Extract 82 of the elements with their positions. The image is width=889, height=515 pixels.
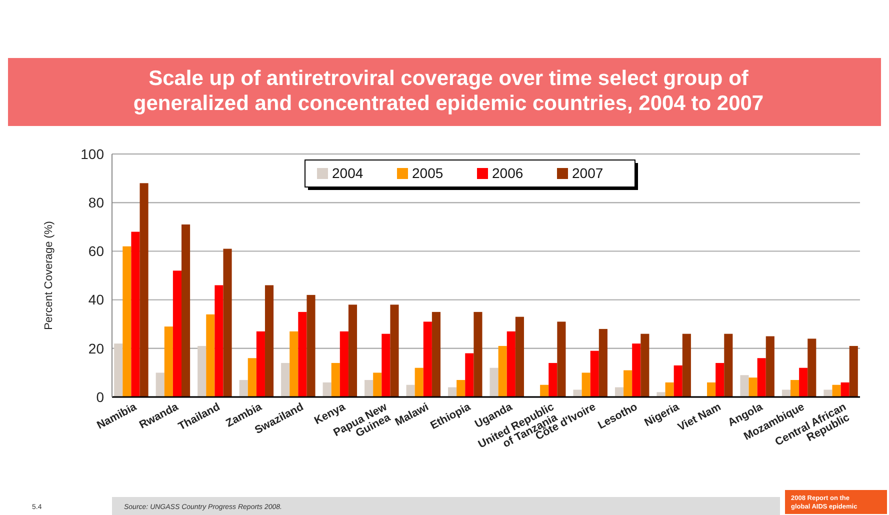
bar — [799, 368, 808, 397]
legend-label: 2006 — [492, 165, 524, 181]
bar — [256, 331, 265, 397]
bar — [716, 362, 724, 397]
legend-label: 2004 — [332, 165, 364, 181]
bar — [640, 334, 650, 397]
bar — [782, 390, 790, 397]
y-tick-label: 0 — [96, 388, 104, 405]
bar — [198, 346, 206, 397]
bar — [682, 334, 691, 397]
bar — [298, 312, 307, 397]
bar — [656, 392, 666, 397]
bar — [598, 328, 608, 397]
bar — [624, 370, 632, 397]
bar — [448, 387, 457, 397]
y-axis-title: Percent Coverage (%) — [43, 221, 55, 330]
legend-label: 2005 — [412, 165, 444, 181]
bar — [849, 346, 858, 397]
bar — [206, 314, 215, 397]
legend-label: 2007 — [572, 165, 604, 181]
bar — [214, 285, 224, 397]
bar — [740, 375, 749, 397]
bar — [182, 224, 190, 397]
bar — [790, 380, 800, 397]
y-tick-label: 80 — [88, 194, 104, 210]
bar — [515, 316, 524, 397]
bar — [748, 378, 758, 397]
bar — [340, 331, 348, 397]
bar — [290, 331, 298, 397]
bar — [757, 358, 766, 397]
y-tick-label: 60 — [88, 243, 104, 260]
bar — [632, 344, 641, 397]
bar — [498, 346, 507, 397]
bar — [490, 368, 498, 397]
y-tick-label: 20 — [88, 340, 104, 356]
y-tick-label: 40 — [88, 292, 104, 308]
bar — [414, 368, 424, 397]
bar — [364, 380, 374, 397]
bar — [573, 390, 582, 397]
bar — [131, 232, 140, 397]
y-tick-label: 100 — [80, 146, 104, 162]
bar — [156, 372, 164, 397]
bar — [614, 387, 624, 397]
bar — [674, 365, 682, 397]
bar — [406, 384, 415, 397]
bar — [590, 350, 599, 397]
bar — [248, 358, 256, 397]
bar — [766, 336, 774, 397]
bar — [348, 304, 358, 397]
bar — [122, 246, 132, 397]
bar — [223, 248, 232, 397]
bar — [432, 312, 440, 397]
bar — [306, 294, 316, 397]
bar — [808, 338, 816, 397]
bar — [114, 344, 123, 397]
bar — [465, 353, 474, 397]
bar — [540, 384, 549, 397]
bar — [474, 312, 482, 397]
bar — [423, 322, 432, 397]
bar — [724, 334, 733, 397]
bar — [832, 384, 841, 397]
bar — [281, 362, 290, 397]
bar — [382, 334, 390, 397]
bar — [456, 380, 466, 397]
bar — [707, 382, 716, 397]
bar — [373, 372, 382, 397]
bar — [506, 331, 516, 397]
bar — [239, 380, 248, 397]
bar — [390, 304, 399, 397]
bar — [665, 382, 674, 397]
bar — [840, 382, 850, 397]
chart-title: Scale up of antiretroviral coverage over time select group of generalized and concentrated epidemic countries, 2004 to 2007 — [133, 67, 764, 115]
bar — [322, 382, 332, 397]
bar — [582, 372, 590, 397]
bar — [172, 270, 182, 397]
bar — [164, 326, 173, 397]
bar — [557, 322, 566, 397]
bar — [331, 362, 340, 397]
bar — [548, 362, 558, 397]
bar — [140, 183, 148, 397]
bar — [264, 285, 274, 397]
bar — [824, 390, 832, 397]
